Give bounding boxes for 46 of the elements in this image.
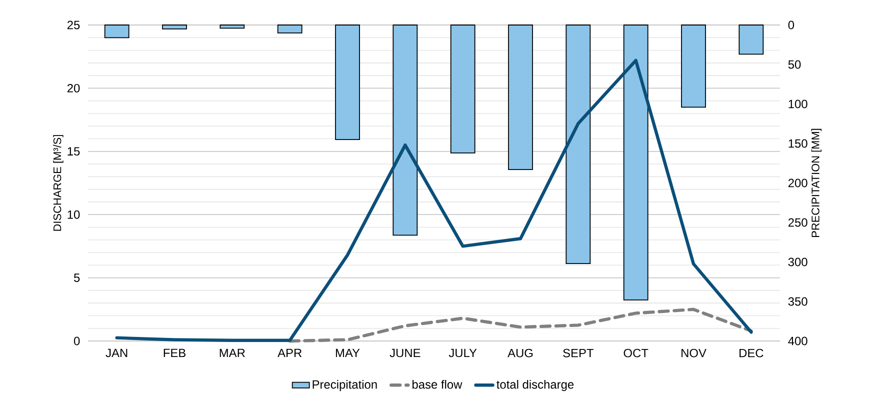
- line-series: [115, 58, 753, 342]
- y-tick-label: 20: [67, 84, 80, 92]
- x-tick-label: OCT: [624, 348, 648, 358]
- bar: [104, 24, 130, 38]
- y-tick-label: 0: [74, 336, 80, 346]
- bar: [681, 24, 706, 108]
- y-tick-label: 25: [67, 20, 80, 30]
- bar: [623, 24, 648, 300]
- y2-tick-label: 0: [788, 20, 794, 30]
- y2-tick-label: 100: [788, 100, 808, 108]
- y2-tick-label: 300: [788, 258, 808, 266]
- y-tick-label: 5: [74, 274, 80, 282]
- y-axis-title: DISCHARGE [M³/S]: [53, 135, 64, 231]
- bar: [450, 24, 476, 154]
- line-series: [288, 308, 753, 343]
- x-tick-label: SEPT: [563, 348, 594, 358]
- y2-tick-label: 200: [788, 178, 808, 188]
- x-tick-label: JUNE: [390, 348, 420, 358]
- x-tick-label: AUG: [508, 348, 533, 358]
- y2-axis-title: PRECIPITATION [MM]: [811, 128, 822, 237]
- bar: [508, 24, 533, 170]
- bar: [277, 24, 302, 34]
- y2-tick-label: 350: [788, 297, 808, 306]
- bar: [220, 24, 245, 29]
- x-tick-label: MAY: [336, 348, 360, 358]
- x-tick-label: FEB: [164, 348, 186, 358]
- bar: [738, 24, 764, 55]
- bar: [162, 24, 187, 30]
- legend-label: Precipitation: [312, 380, 377, 392]
- legend-label: base flow: [412, 380, 462, 389]
- x-tick-label: DEC: [740, 348, 764, 358]
- bar: [392, 24, 418, 236]
- y-tick-label: 10: [68, 210, 80, 219]
- y2-tick-label: 400: [788, 336, 808, 346]
- x-tick-label: APR: [278, 348, 302, 358]
- y-tick-label: 15: [68, 147, 80, 156]
- x-tick-label: MAR: [220, 348, 245, 358]
- y2-tick-label: 250: [788, 218, 808, 227]
- x-tick-label: JAN: [106, 348, 128, 358]
- bar: [566, 24, 591, 264]
- x-tick-label: JULY: [448, 348, 477, 358]
- legend-label: total discharge: [496, 380, 574, 392]
- bar: [335, 24, 360, 140]
- y2-tick-label: 150: [788, 139, 808, 148]
- y2-tick-label: 50: [788, 60, 801, 69]
- x-tick-label: NOV: [682, 348, 706, 358]
